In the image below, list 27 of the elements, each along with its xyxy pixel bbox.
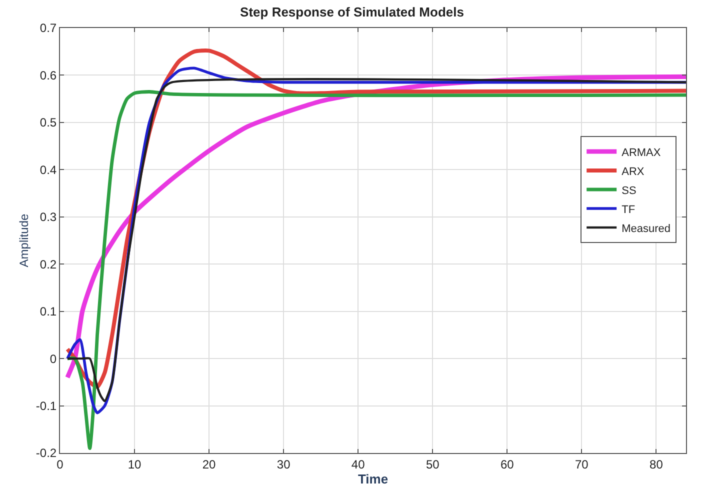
y-tick-label: 0 xyxy=(50,352,57,366)
y-tick-label: -0.2 xyxy=(36,446,57,460)
y-tick-label: -0.1 xyxy=(36,398,57,413)
legend-label: ARX xyxy=(622,166,645,178)
legend-label: SS xyxy=(622,184,636,197)
y-tick-label: 0.6 xyxy=(40,68,57,82)
y-tick-label: 0.4 xyxy=(40,162,57,177)
x-tick-label: 50 xyxy=(426,457,440,472)
x-tick-label: 20 xyxy=(202,457,216,472)
y-tick-label: 0.5 xyxy=(40,116,57,130)
y-tick-label: 0.2 xyxy=(40,257,57,272)
y-axis-title: Amplitude xyxy=(17,214,32,268)
chart-title: Step Response of Simulated Models xyxy=(240,4,464,20)
x-tick-label: 80 xyxy=(650,457,664,472)
line-series xyxy=(66,90,686,450)
x-tick-label: 40 xyxy=(351,457,366,472)
x-axis-title: Time xyxy=(358,471,388,486)
y-tick-label: 0.1 xyxy=(40,304,57,319)
x-tick-label: 60 xyxy=(500,457,514,472)
legend-label: Measured xyxy=(622,222,671,235)
legend-label: ARMAX xyxy=(622,146,662,159)
legend-label: TF xyxy=(622,204,636,216)
y-tick-label: 0.3 xyxy=(40,210,57,224)
y-tick-label: 0.7 xyxy=(40,21,57,36)
x-tick-label: 10 xyxy=(128,457,142,472)
x-tick-label: 70 xyxy=(574,457,589,472)
x-tick-label: 30 xyxy=(276,457,291,472)
